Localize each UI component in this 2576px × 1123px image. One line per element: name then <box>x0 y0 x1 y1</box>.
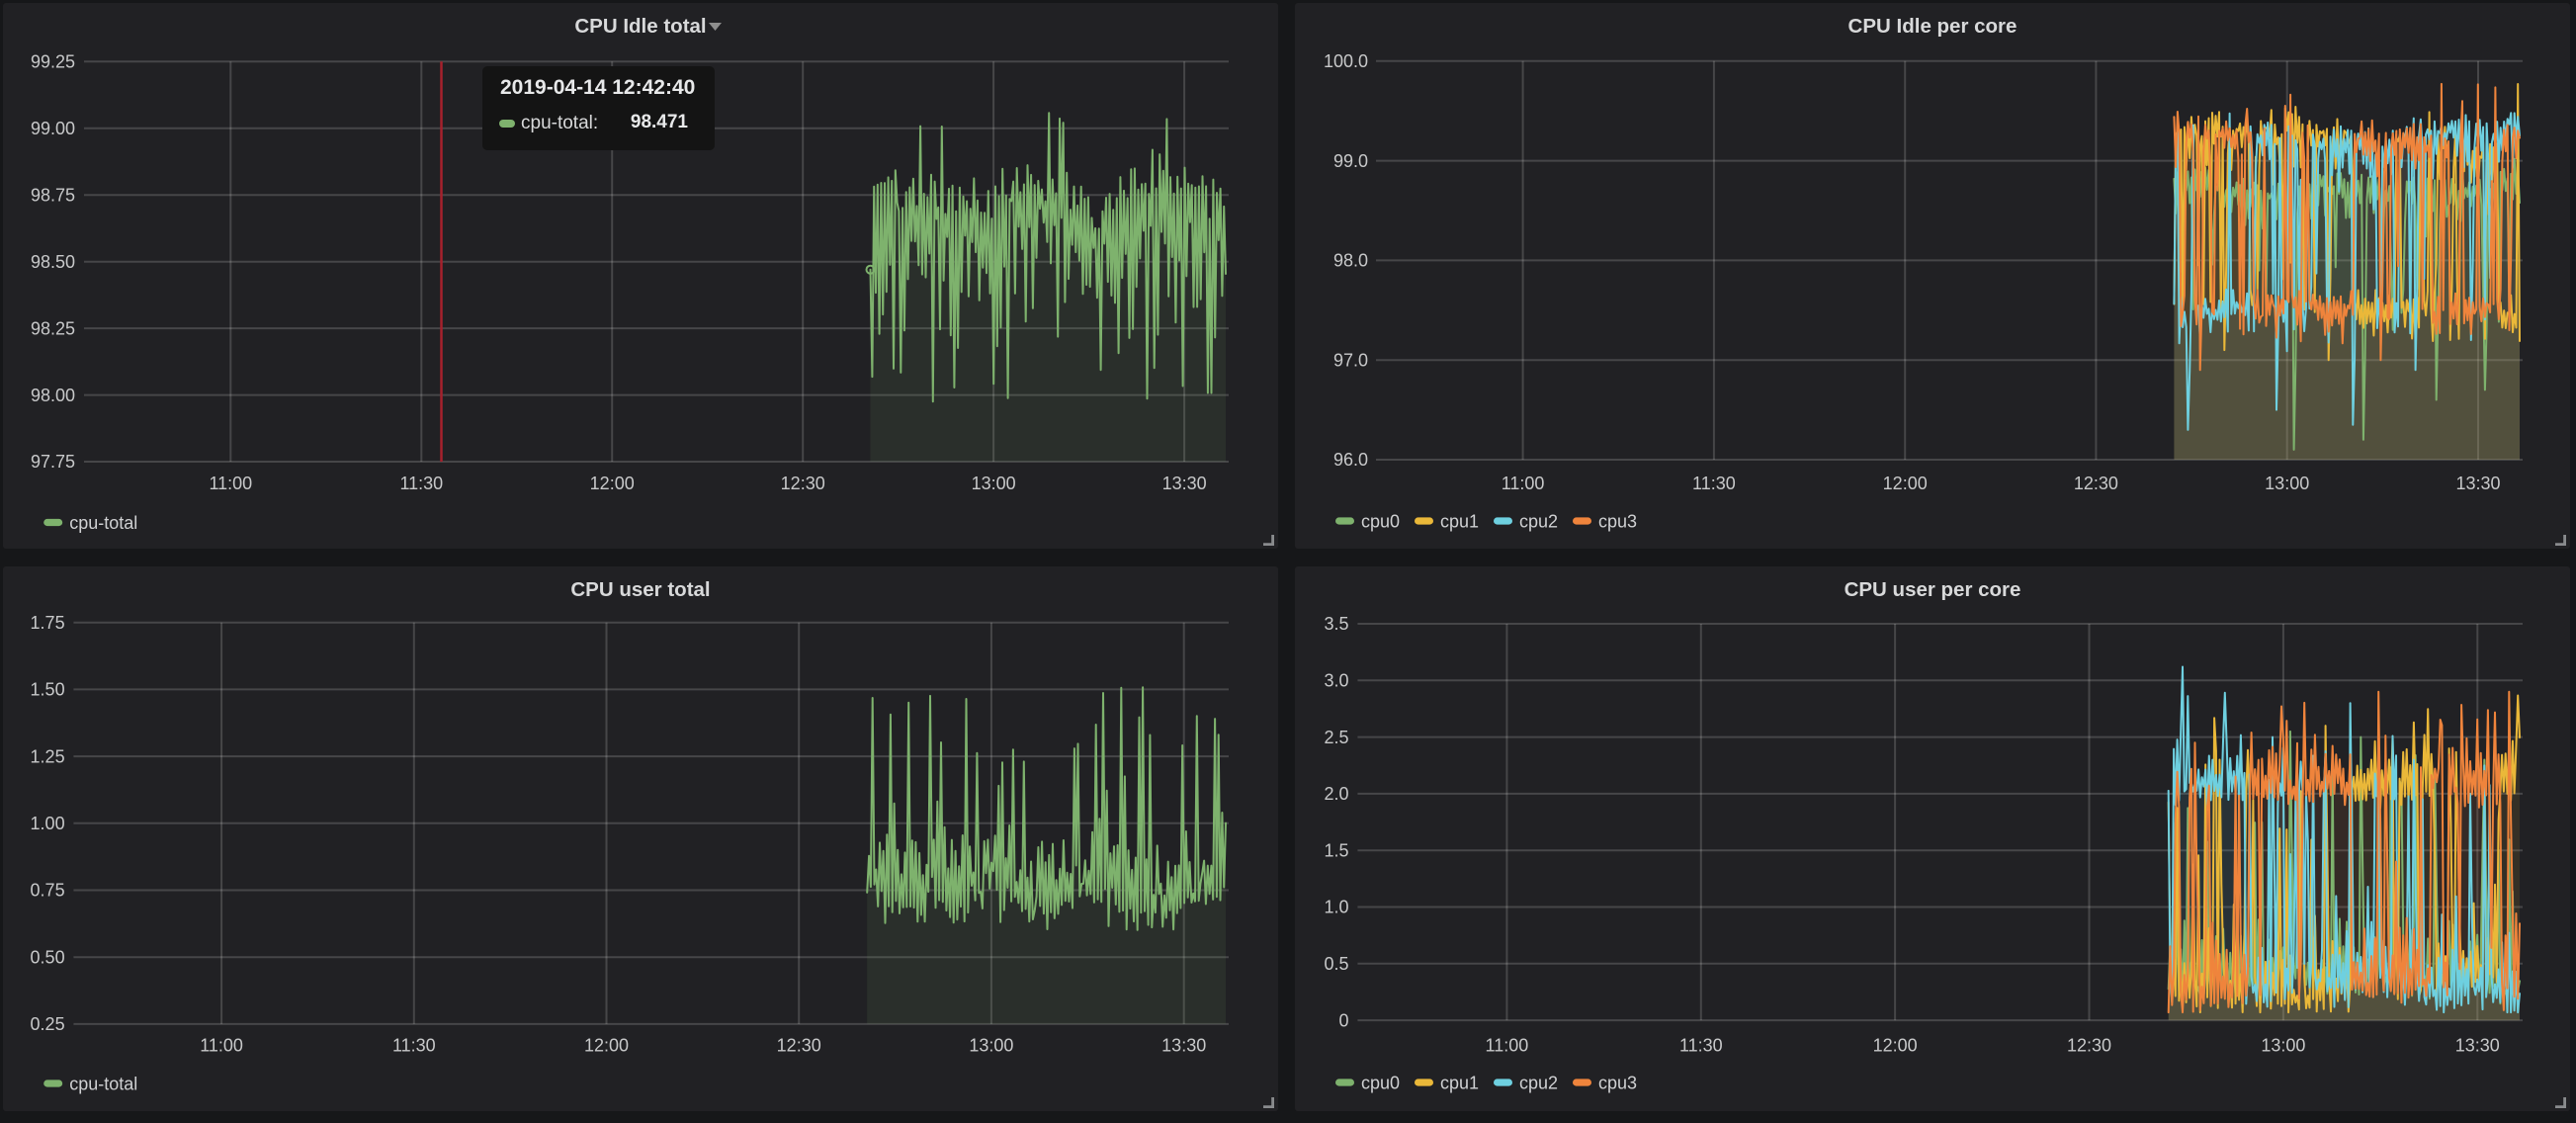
svg-text:11:30: 11:30 <box>392 1036 436 1056</box>
svg-text:cpu-total: cpu-total <box>69 1074 137 1093</box>
svg-text:96.0: 96.0 <box>1333 450 1368 470</box>
svg-text:12:00: 12:00 <box>584 1036 629 1056</box>
svg-text:3.0: 3.0 <box>1324 671 1348 691</box>
svg-text:CPU Idle total: CPU Idle total <box>574 15 706 38</box>
svg-text:0.25: 0.25 <box>31 1014 65 1034</box>
svg-text:0: 0 <box>1338 1010 1348 1030</box>
svg-text:CPU user per core: CPU user per core <box>1845 578 2021 601</box>
svg-text:11:30: 11:30 <box>399 474 443 493</box>
svg-text:cpu0: cpu0 <box>1361 511 1400 531</box>
svg-text:13:30: 13:30 <box>1161 1036 1206 1056</box>
svg-text:13:00: 13:00 <box>2261 1036 2305 1056</box>
svg-text:1.75: 1.75 <box>31 613 65 633</box>
svg-text:97.75: 97.75 <box>31 452 75 472</box>
svg-text:cpu1: cpu1 <box>1440 511 1479 531</box>
svg-text:cpu3: cpu3 <box>1598 1073 1637 1092</box>
svg-text:11:30: 11:30 <box>1692 474 1736 493</box>
svg-text:98.0: 98.0 <box>1333 251 1368 271</box>
svg-text:cpu2: cpu2 <box>1519 511 1558 531</box>
svg-text:3.5: 3.5 <box>1324 614 1348 634</box>
svg-text:13:30: 13:30 <box>1162 474 1207 493</box>
svg-text:cpu3: cpu3 <box>1598 511 1637 531</box>
svg-text:98.50: 98.50 <box>31 252 75 272</box>
svg-text:CPU user total: CPU user total <box>570 578 710 601</box>
svg-text:cpu2: cpu2 <box>1519 1073 1558 1092</box>
svg-text:100.0: 100.0 <box>1324 51 1368 71</box>
svg-text:11:00: 11:00 <box>1502 474 1545 493</box>
svg-text:2.0: 2.0 <box>1324 784 1348 804</box>
svg-text:1.50: 1.50 <box>31 680 65 700</box>
svg-text:12:00: 12:00 <box>590 474 635 493</box>
svg-text:98.00: 98.00 <box>31 386 75 405</box>
svg-text:0.50: 0.50 <box>31 947 65 967</box>
svg-text:cpu-total: cpu-total <box>69 513 137 533</box>
svg-text:12:00: 12:00 <box>1873 1036 1918 1056</box>
svg-text:12:30: 12:30 <box>777 1036 821 1056</box>
svg-text:98.75: 98.75 <box>31 185 75 205</box>
svg-text:11:00: 11:00 <box>1486 1036 1529 1056</box>
svg-text:99.25: 99.25 <box>31 52 75 72</box>
svg-text:1.0: 1.0 <box>1324 898 1348 917</box>
svg-text:cpu1: cpu1 <box>1440 1073 1479 1092</box>
svg-text:13:00: 13:00 <box>969 1036 1013 1056</box>
svg-text:1.5: 1.5 <box>1324 840 1348 860</box>
svg-text:99.00: 99.00 <box>31 119 75 138</box>
svg-text:2.5: 2.5 <box>1324 728 1348 747</box>
svg-text:1.00: 1.00 <box>31 814 65 833</box>
svg-text:98.25: 98.25 <box>31 318 75 338</box>
svg-text:97.0: 97.0 <box>1333 350 1368 370</box>
svg-text:0.5: 0.5 <box>1324 954 1348 974</box>
svg-text:CPU Idle per core: CPU Idle per core <box>1848 15 2018 38</box>
svg-text:13:00: 13:00 <box>2265 474 2309 493</box>
svg-text:99.0: 99.0 <box>1333 151 1368 171</box>
svg-text:12:30: 12:30 <box>781 474 825 493</box>
svg-text:11:00: 11:00 <box>209 474 252 493</box>
svg-text:13:30: 13:30 <box>2455 1036 2500 1056</box>
svg-text:cpu0: cpu0 <box>1361 1073 1400 1092</box>
svg-text:1.25: 1.25 <box>31 746 65 766</box>
svg-text:0.75: 0.75 <box>31 881 65 901</box>
svg-text:12:30: 12:30 <box>2067 1036 2111 1056</box>
svg-text:13:30: 13:30 <box>2455 474 2500 493</box>
svg-text:11:30: 11:30 <box>1679 1036 1723 1056</box>
svg-text:11:00: 11:00 <box>200 1036 243 1056</box>
svg-text:12:30: 12:30 <box>2074 474 2118 493</box>
svg-text:13:00: 13:00 <box>972 474 1016 493</box>
svg-text:12:00: 12:00 <box>1883 474 1928 493</box>
